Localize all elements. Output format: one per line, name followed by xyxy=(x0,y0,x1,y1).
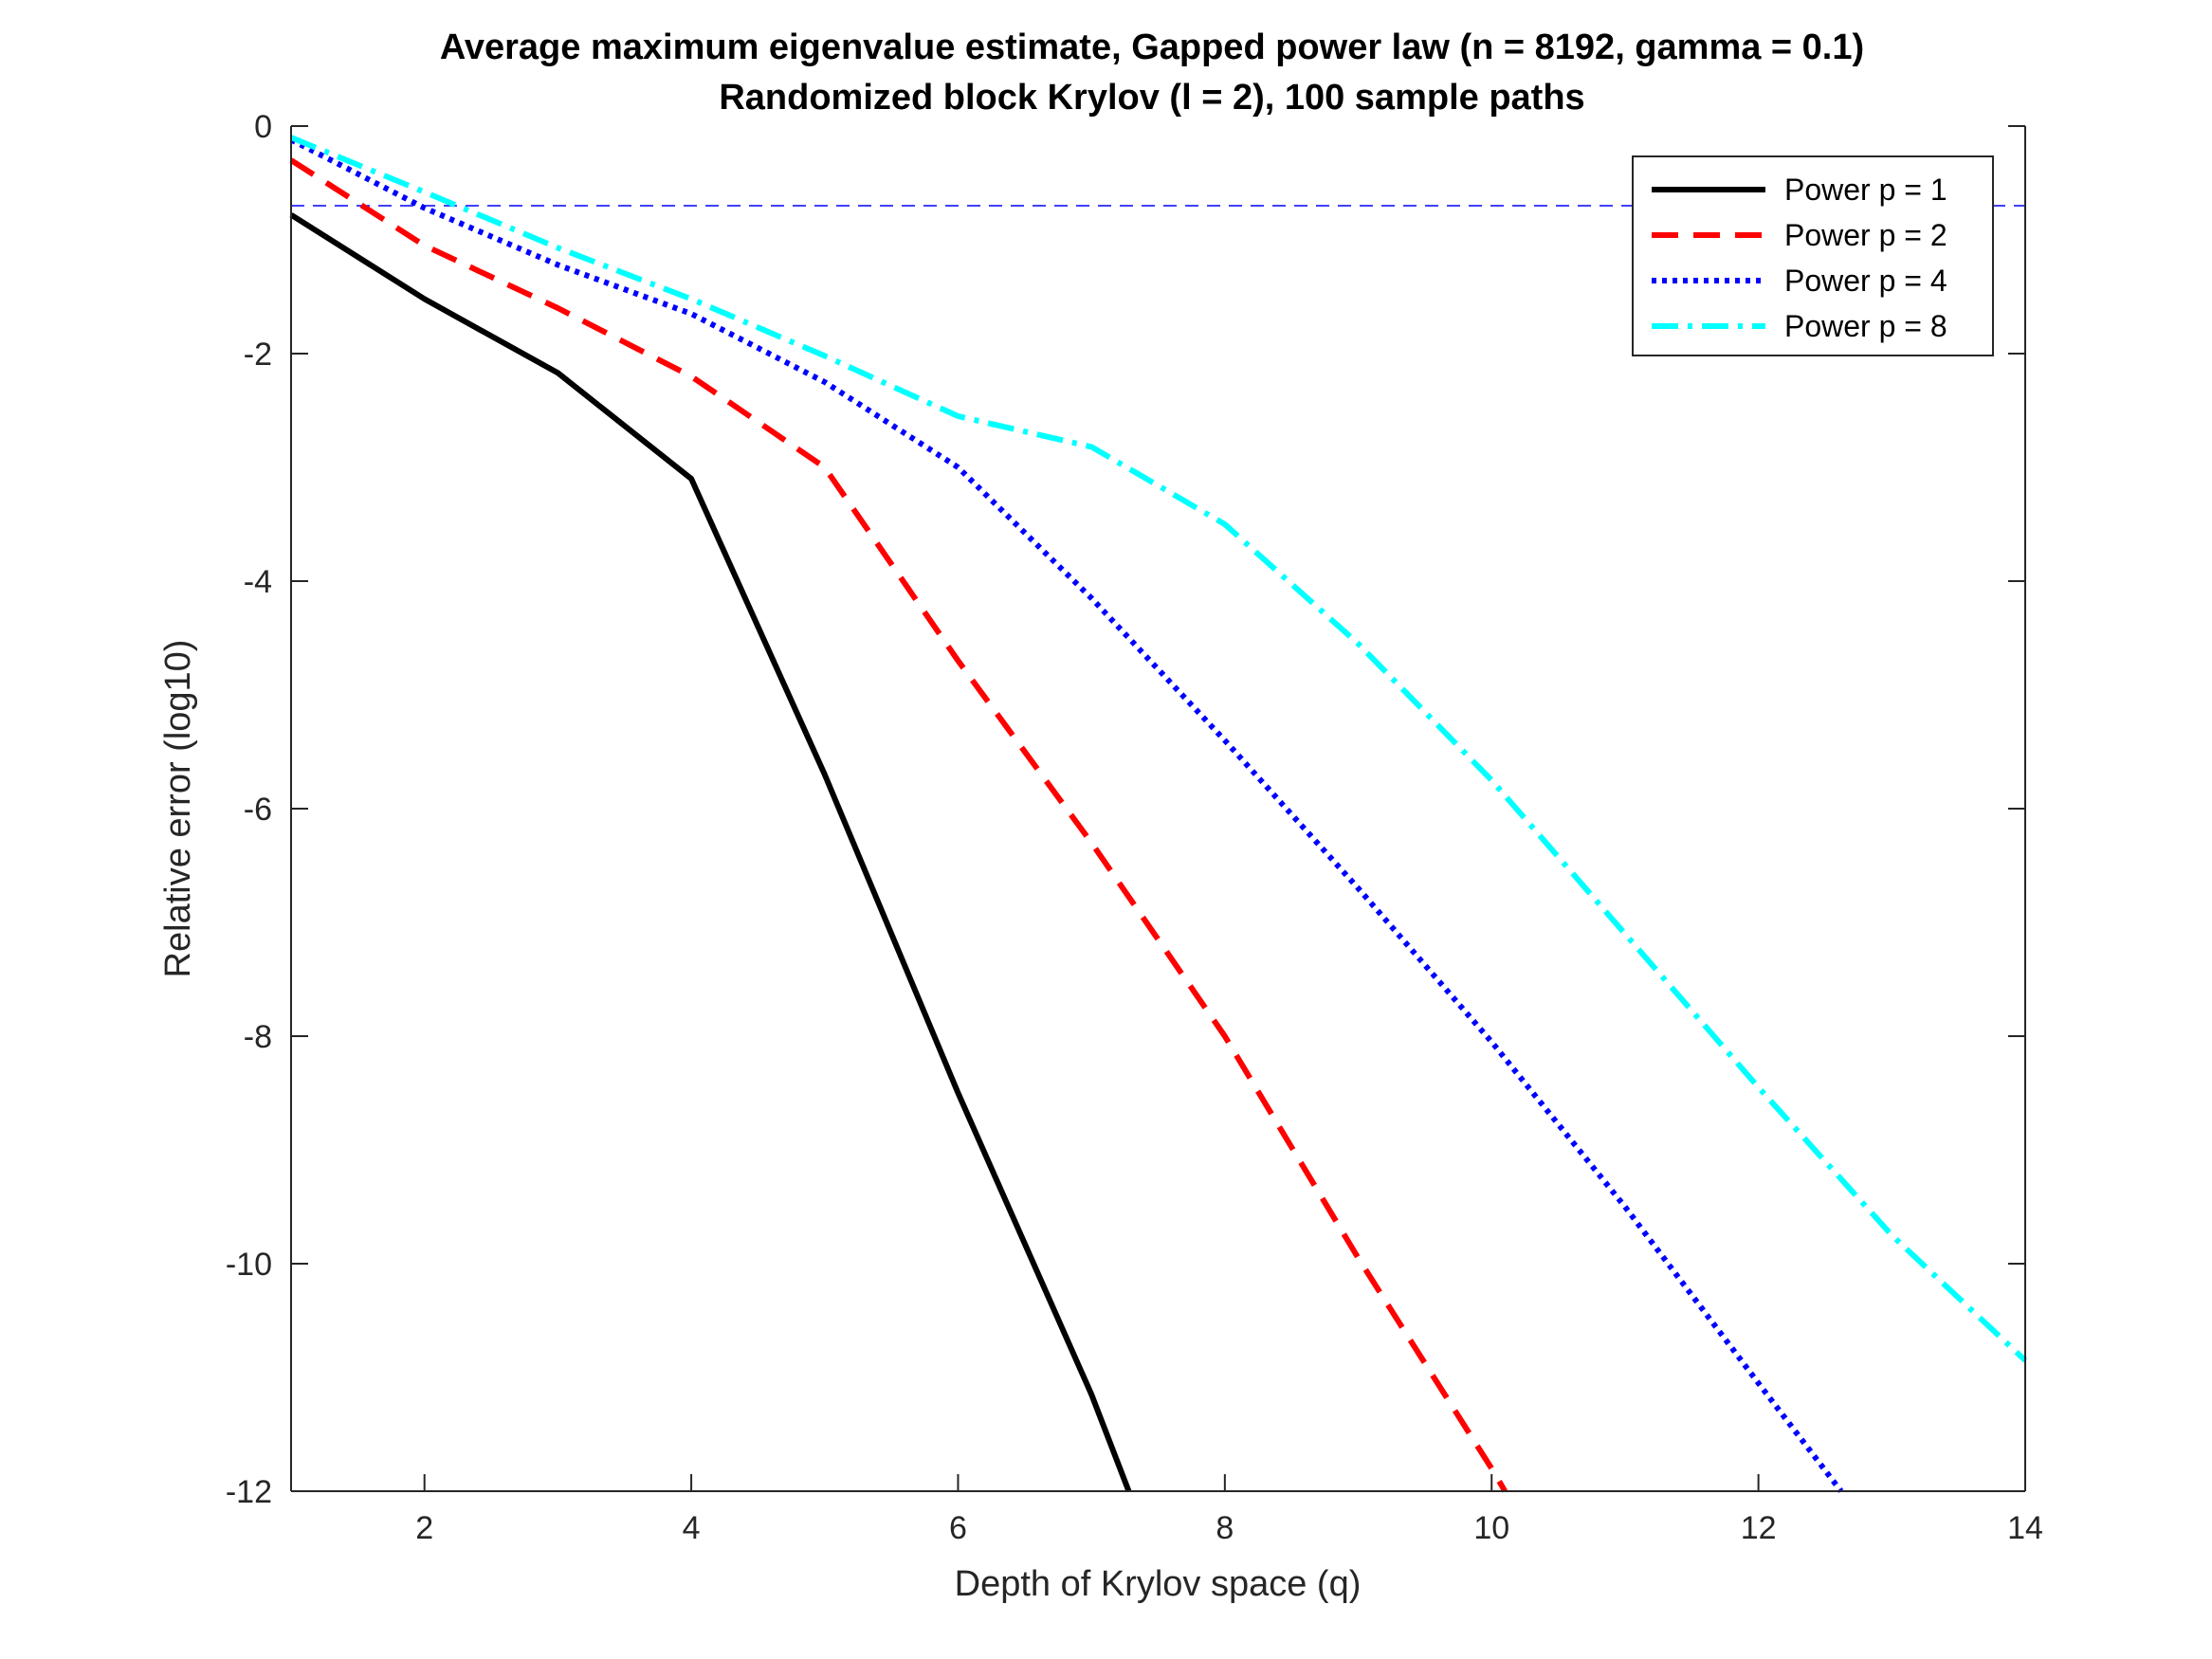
legend-label: Power p = 4 xyxy=(1784,264,1947,298)
series-line-p4 xyxy=(289,137,1844,1493)
x-tick-label: 10 xyxy=(1473,1510,1509,1546)
x-axis-label: Depth of Krylov space (q) xyxy=(955,1564,1362,1604)
series-line-p2 xyxy=(289,157,1508,1493)
x-tick-label: 14 xyxy=(2007,1510,2043,1546)
x-tick-label: 12 xyxy=(1741,1510,1777,1546)
x-ticks: 2 4 6 8 10 12 14 xyxy=(415,1474,2043,1546)
series-layer xyxy=(289,135,2028,1493)
series-line-p8 xyxy=(289,135,2028,1363)
legend: Power p = 1 Power p = 2 Power p = 4 Power p… xyxy=(1632,155,1994,356)
y-tick-label: -6 xyxy=(244,792,272,828)
y-tick-label: -2 xyxy=(244,337,272,373)
y-tick-label: -8 xyxy=(244,1019,272,1055)
x-tick-label: 2 xyxy=(415,1510,433,1546)
legend-label: Power p = 2 xyxy=(1784,218,1947,252)
y-ticks: 0 -2 -4 -6 -8 -10 -12 xyxy=(226,109,2025,1510)
y-axis-label: Relative error (log10) xyxy=(158,640,198,978)
series-line-p1 xyxy=(289,212,1132,1493)
y-tick-label: -4 xyxy=(244,564,272,600)
chart-title: Average maximum eigenvalue estimate, Gap… xyxy=(440,27,1864,67)
legend-label: Power p = 1 xyxy=(1784,173,1947,207)
x-tick-label: 4 xyxy=(683,1510,701,1546)
x-tick-label: 6 xyxy=(949,1510,967,1546)
y-tick-label: 0 xyxy=(254,109,272,145)
x-tick-label: 8 xyxy=(1216,1510,1234,1546)
y-tick-label: -12 xyxy=(226,1474,272,1510)
legend-label: Power p = 8 xyxy=(1784,309,1947,343)
chart-subtitle: Randomized block Krylov (l = 2), 100 sam… xyxy=(719,78,1584,118)
y-tick-label: -10 xyxy=(226,1247,272,1283)
